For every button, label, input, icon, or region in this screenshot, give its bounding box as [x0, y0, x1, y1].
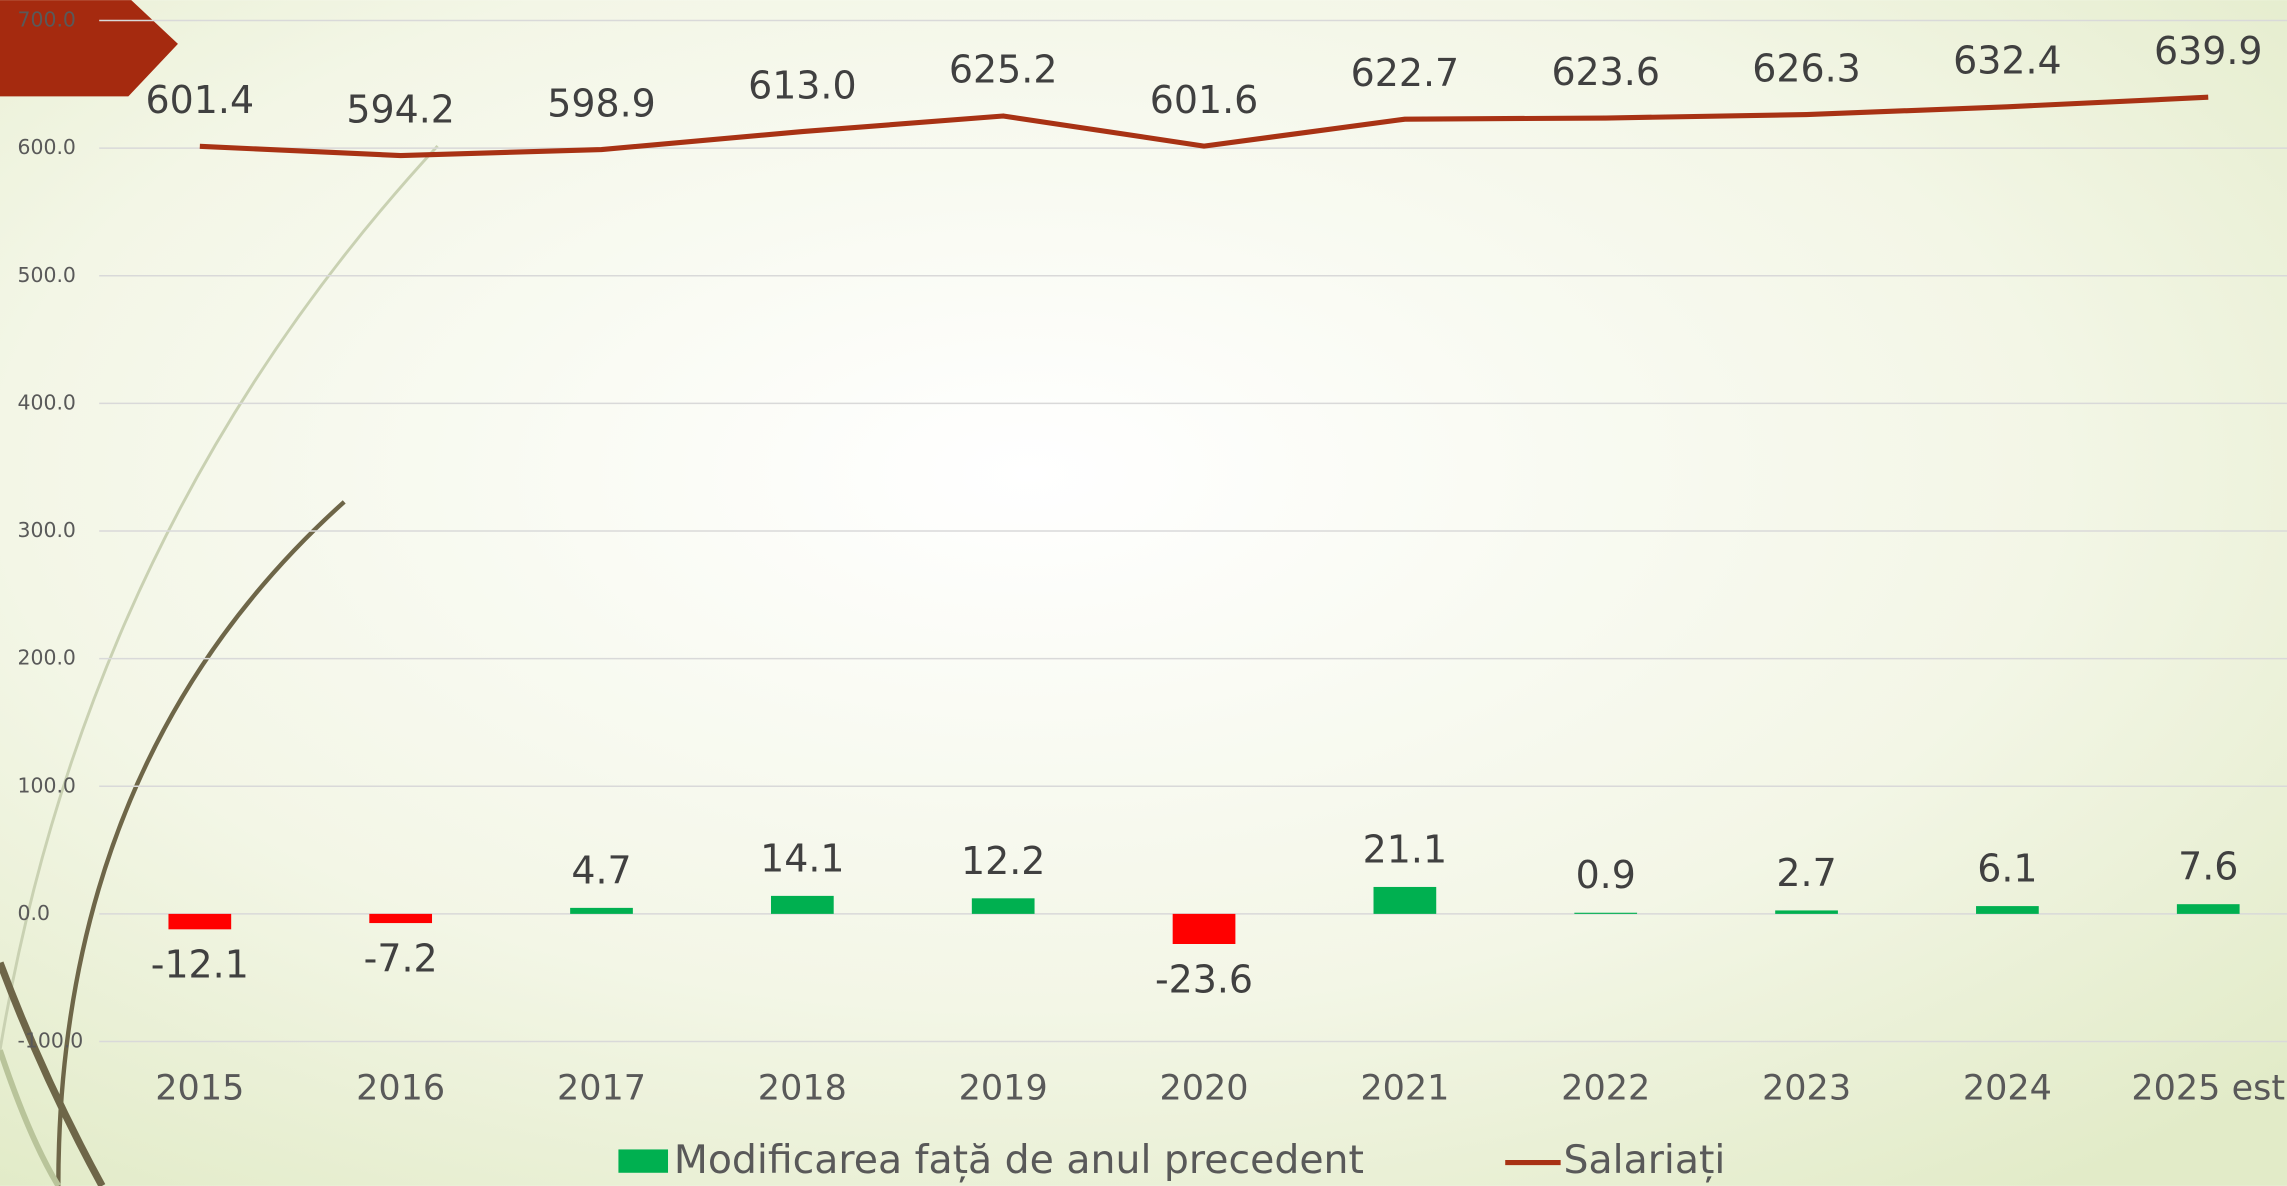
- data-label: 601.6: [1150, 78, 1259, 122]
- data-label: 12.2: [961, 839, 1045, 883]
- x-tick-label: 2022: [1561, 1069, 1650, 1109]
- data-label: -23.6: [1155, 957, 1253, 1001]
- decor-curve: [0, 144, 439, 1051]
- data-label: 0.9: [1576, 853, 1636, 897]
- legend-label: Salariați: [1564, 1137, 1726, 1183]
- x-tick-label: 2020: [1159, 1069, 1248, 1109]
- y-tick-label: 500.0: [18, 263, 76, 287]
- bar: [168, 913, 232, 930]
- bar: [1373, 886, 1437, 914]
- data-label: 613.0: [748, 63, 857, 107]
- data-label: 623.6: [1551, 50, 1660, 94]
- bar: [570, 907, 633, 914]
- data-label: 7.6: [2178, 845, 2238, 889]
- line: [199, 94, 2209, 159]
- decor-curve: [0, 1049, 61, 1186]
- x-tick-label: 2016: [356, 1069, 445, 1109]
- data-label: 622.7: [1351, 51, 1460, 95]
- data-label: -7.2: [364, 936, 438, 980]
- decor-curve: [0, 961, 106, 1186]
- x-tick-label: 2023: [1762, 1069, 1851, 1109]
- data-label: 14.1: [760, 836, 844, 880]
- bar: [1574, 912, 1638, 914]
- bar: [1775, 910, 1838, 914]
- y-tick-label: 600.0: [18, 135, 76, 159]
- y-tick-label: 700.0: [18, 8, 76, 32]
- x-tick-label: 2019: [959, 1069, 1048, 1109]
- bar: [770, 895, 834, 914]
- decor-curve: [56, 500, 346, 1186]
- bar: [1976, 906, 2039, 914]
- x-tick-label: 2024: [1963, 1069, 2052, 1109]
- data-label: 4.7: [571, 848, 631, 892]
- data-label: 601.4: [146, 78, 255, 122]
- data-label: 626.3: [1752, 46, 1861, 90]
- data-label: 2.7: [1776, 851, 1836, 895]
- x-tick-label: 2018: [758, 1069, 847, 1109]
- y-tick-label: 300.0: [18, 518, 76, 542]
- bar: [369, 913, 433, 924]
- legend-label: Modificarea față de anul precedent: [674, 1137, 1364, 1183]
- data-label: 632.4: [1953, 39, 2062, 83]
- bar: [971, 898, 1035, 914]
- data-label: 21.1: [1363, 827, 1447, 871]
- y-tick-label: 200.0: [18, 646, 76, 670]
- data-label: 639.9: [2154, 29, 2263, 73]
- data-label: 6.1: [1977, 847, 2037, 891]
- data-label: 598.9: [547, 81, 656, 125]
- bar: [1172, 913, 1236, 944]
- legend-swatch: [618, 1149, 669, 1173]
- y-tick-label: 0.0: [18, 901, 50, 925]
- plot: -100.0 0.0 100.0 200.0 300.0 400.0 500.0 600.0 7…: [18, 8, 2287, 1183]
- y-tick-label: 100.0: [18, 773, 76, 797]
- x-tick-label: 2015: [155, 1069, 244, 1109]
- corner-shape: [0, 0, 178, 97]
- x-tick-label: 2017: [557, 1069, 646, 1109]
- data-label: -12.1: [151, 943, 249, 987]
- data-label: 625.2: [949, 48, 1058, 92]
- x-tick-label: 2025 est: [2131, 1069, 2285, 1109]
- y-tick-label: 400.0: [18, 390, 76, 414]
- y-tick-label: -100.0: [18, 1029, 84, 1053]
- x-tick-label: 2021: [1360, 1069, 1449, 1109]
- data-label: 594.2: [346, 87, 455, 131]
- bar: [2176, 904, 2240, 914]
